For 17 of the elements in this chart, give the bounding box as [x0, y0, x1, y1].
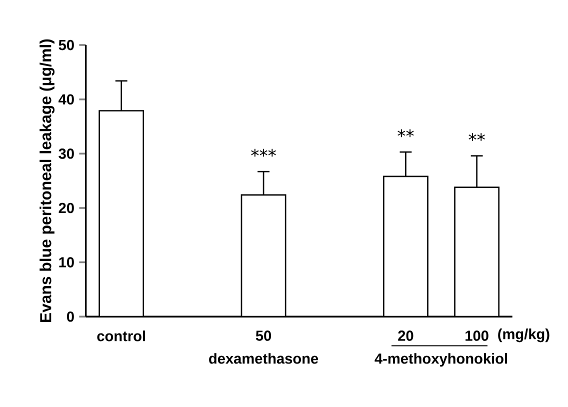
y-axis-title: Evans blue peritoneal leakage (μg/ml) [40, 40, 54, 322]
text: 4-methoxyhonokiol [374, 353, 508, 367]
y-tick-label: 0 [66, 312, 74, 322]
y-tick-label: 50 [58, 40, 74, 50]
y-tick-label: 10 [59, 257, 74, 268]
annotation: *** [251, 148, 276, 157]
text: dexamethasone [209, 353, 318, 364]
text: (mg/kg) [498, 328, 550, 342]
annotation: ** [468, 133, 485, 142]
y-tick-label: 20 [58, 202, 74, 214]
x-tick-label: 100 [466, 330, 488, 342]
x-tick-label: 20 [398, 330, 414, 342]
y-tick-label: 40 [58, 94, 74, 105]
x-tick-label: control [97, 330, 146, 342]
x-tick-label: 50 [256, 330, 272, 342]
y-tick-label: 30 [58, 148, 74, 159]
annotation: ** [398, 129, 414, 138]
